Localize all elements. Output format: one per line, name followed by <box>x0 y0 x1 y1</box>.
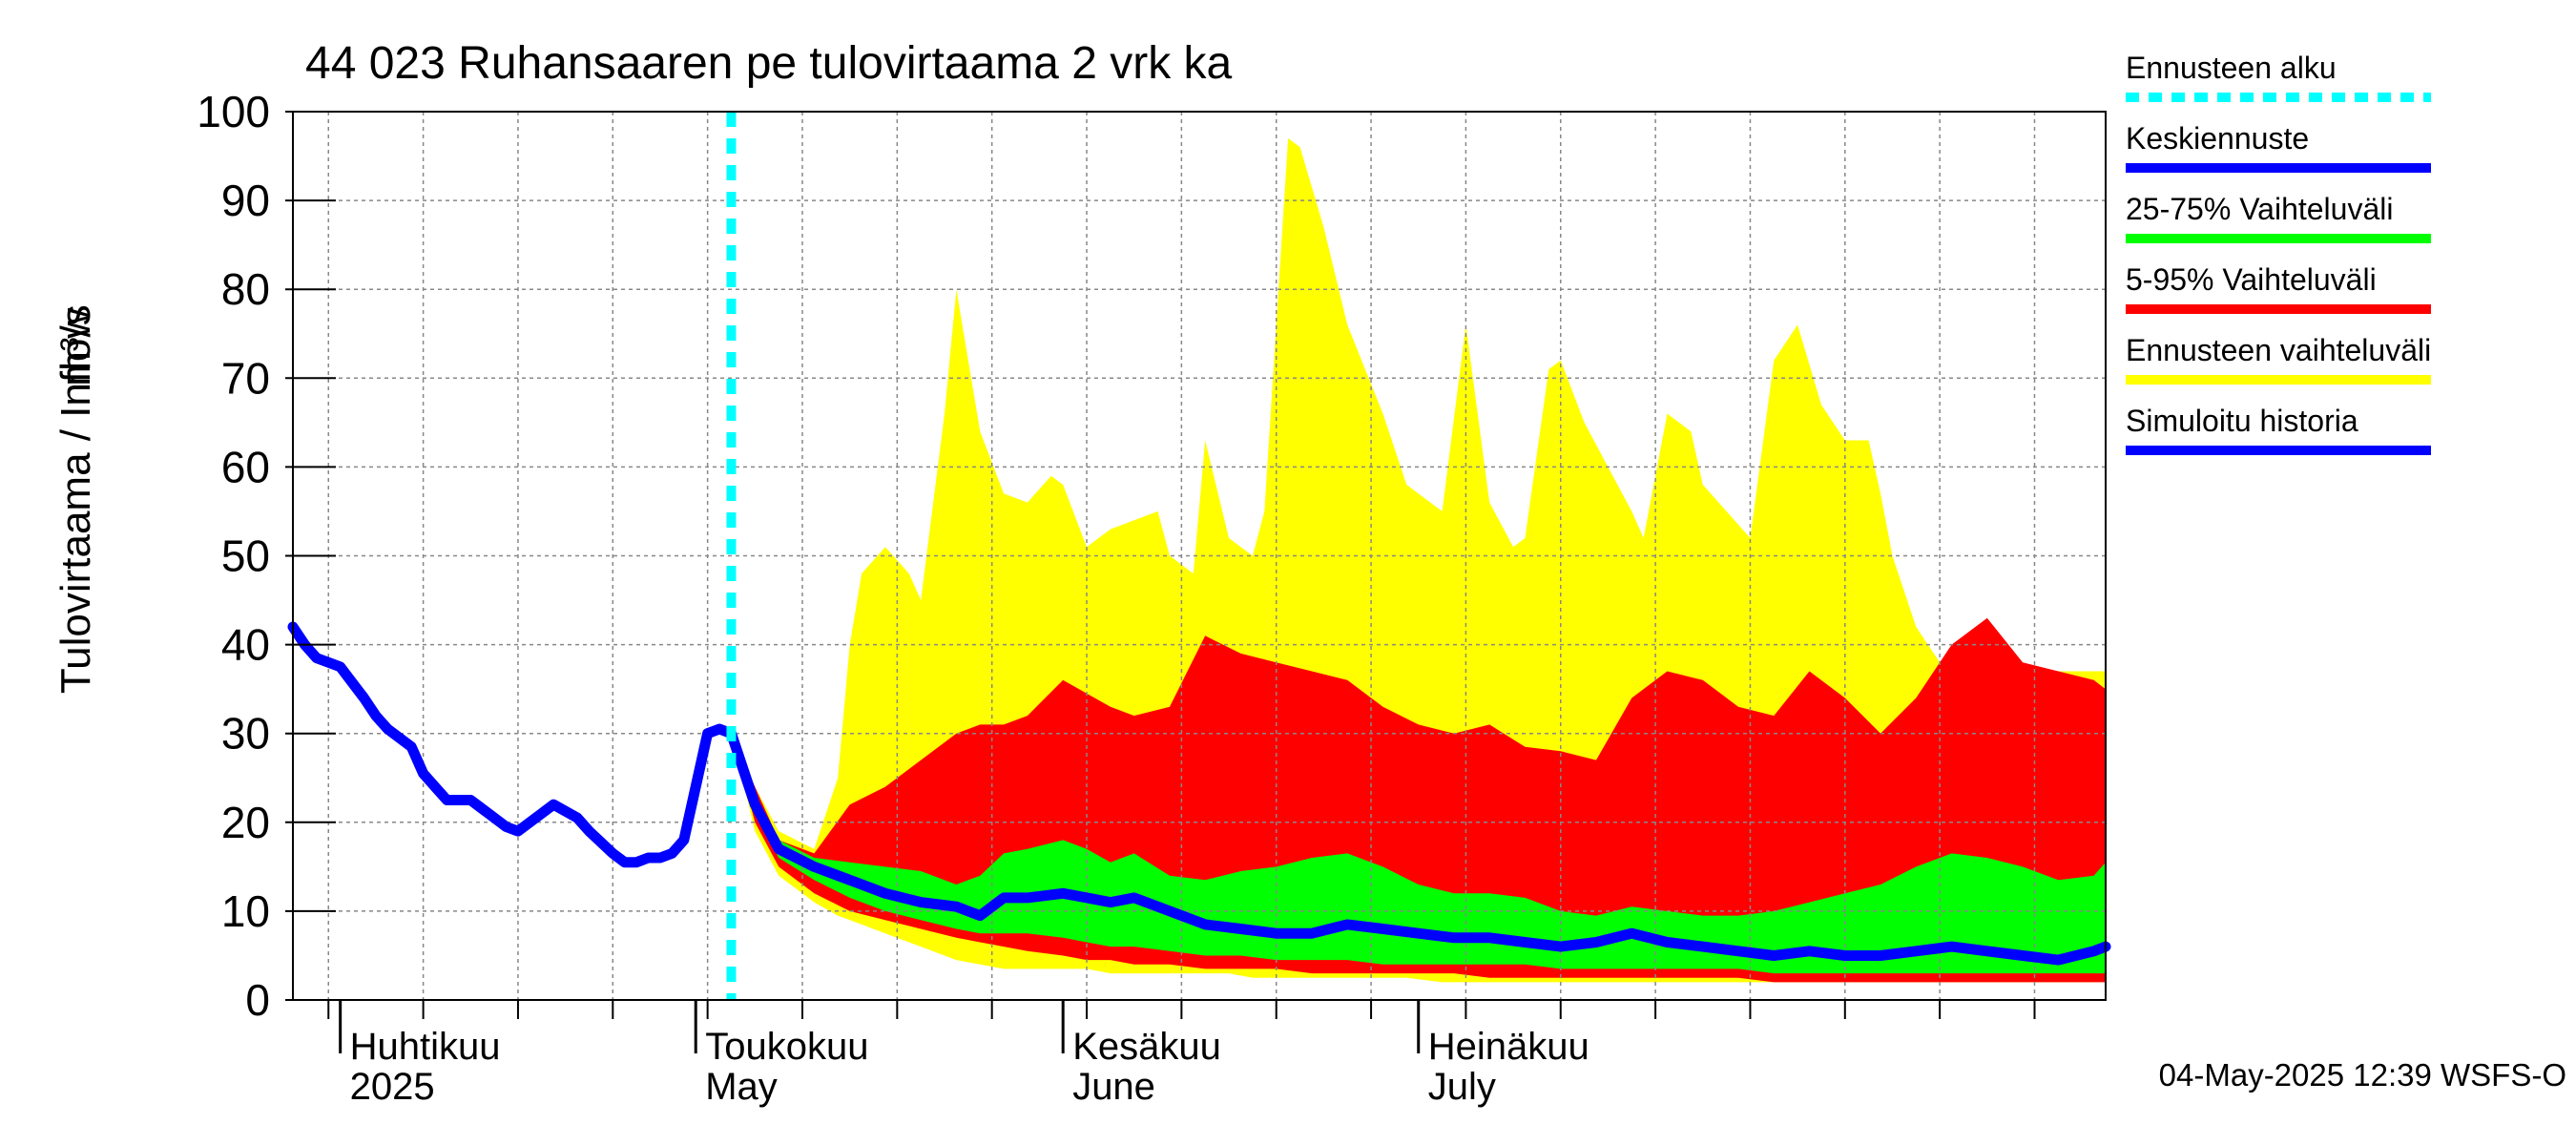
y-tick-label: 80 <box>221 264 270 314</box>
median-forecast-line <box>726 728 2111 966</box>
y-axis-title: Tulovirtaama / Inflow <box>52 308 99 695</box>
y-tick-label: 0 <box>245 975 270 1025</box>
y-tick-label: 70 <box>221 353 270 403</box>
y-tick-label: 30 <box>221 709 270 759</box>
y-tick-label: 100 <box>197 87 270 136</box>
y-tick-label: 10 <box>221 886 270 936</box>
legend-label-range: Ennusteen vaihteluväli <box>2126 333 2431 367</box>
y-tick-label: 90 <box>221 176 270 225</box>
x-month-label: Kesäkuu <box>1072 1026 1221 1068</box>
legend-label-median: Keskiennuste <box>2126 121 2309 156</box>
x-month-sublabel: July <box>1428 1066 1496 1108</box>
legend: Ennusteen alku Keskiennuste 25-75% Vaihtel… <box>2126 51 2431 455</box>
y-axis-unit: m³/s <box>52 304 99 386</box>
chart-title: 44 023 Ruhansaaren pe tulovirtaama 2 vrk… <box>305 38 1233 89</box>
y-tick-label: 50 <box>221 531 270 581</box>
y-axis-label: Tulovirtaama / Inflow m³/s <box>52 304 99 694</box>
footer-timestamp: 04-May-2025 12:39 WSFS-O <box>2159 1057 2566 1093</box>
y-tick-label: 20 <box>221 798 270 847</box>
y-tick-label: 40 <box>221 620 270 670</box>
legend-label-history: Simuloitu historia <box>2126 404 2358 438</box>
legend-label-p5_95: 5-95% Vaihteluväli <box>2126 262 2377 297</box>
x-month-sublabel: June <box>1072 1066 1155 1108</box>
x-month-label: Huhtikuu <box>350 1026 501 1068</box>
y-tick-label: 60 <box>221 442 270 491</box>
p25-75-band <box>731 733 2106 974</box>
x-month-label: Toukokuu <box>705 1026 868 1068</box>
x-month-sublabel: May <box>705 1066 778 1108</box>
simulated-history-line <box>287 621 737 868</box>
x-month-sublabel: 2025 <box>350 1066 435 1108</box>
legend-label-p25_75: 25-75% Vaihteluväli <box>2126 192 2393 226</box>
legend-label-start: Ennusteen alku <box>2126 51 2337 85</box>
x-month-label: Heinäkuu <box>1428 1026 1589 1068</box>
